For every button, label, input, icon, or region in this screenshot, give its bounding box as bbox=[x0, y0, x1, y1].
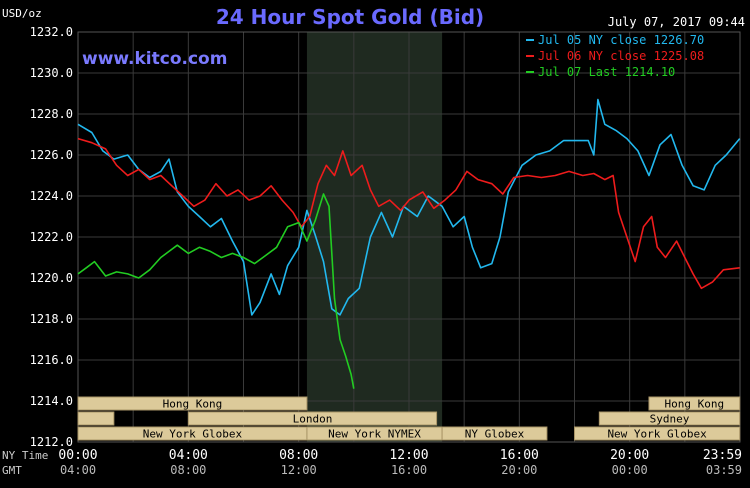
session-bar bbox=[441, 426, 548, 441]
x-tick-label: 20:00 bbox=[610, 448, 649, 463]
x-tick-label: 03:59 bbox=[706, 463, 742, 477]
session-bar bbox=[77, 411, 115, 426]
x-axis-row-label: NY Time bbox=[2, 449, 48, 462]
session-bar-label: NY Globex bbox=[465, 428, 525, 441]
x-tick-label: 16:00 bbox=[391, 463, 427, 477]
legend: Jul 05 NY close 1226.70 Jul 06 NY close 1… bbox=[526, 33, 704, 79]
session-bar-label: New York NYMEX bbox=[328, 428, 421, 441]
unit-label: USD/oz bbox=[2, 7, 42, 20]
session-bar bbox=[648, 396, 741, 411]
session-bar bbox=[187, 411, 438, 426]
session-bar bbox=[574, 426, 741, 441]
series-line bbox=[77, 193, 355, 389]
session-bar-label: New York Globex bbox=[607, 428, 707, 441]
y-axis-tick-labels: 1232.0 1230.0 1228.0 1226.0 1224.0 1222.0 1220… bbox=[30, 25, 73, 449]
x-tick-label: 08:00 bbox=[170, 463, 206, 477]
chart-title: 24 Hour Spot Gold (Bid) bbox=[216, 5, 484, 29]
gridlines bbox=[77, 31, 741, 443]
y-tick-label: 1218.0 bbox=[30, 312, 73, 326]
session-bar-label: London bbox=[293, 413, 333, 426]
y-tick-label: 1220.0 bbox=[30, 271, 73, 285]
session-bar-label: Sydney bbox=[650, 413, 690, 426]
session-bar-label: Hong Kong bbox=[665, 398, 725, 411]
x-tick-label: 12:00 bbox=[281, 463, 317, 477]
legend-entry: Jul 06 NY close 1225.08 bbox=[538, 49, 704, 63]
session-bars: Hong Kong London New York Globex New York N… bbox=[77, 396, 741, 441]
session-bar bbox=[77, 396, 308, 411]
y-tick-label: 1214.0 bbox=[30, 394, 73, 408]
x-tick-label: 20:00 bbox=[501, 463, 537, 477]
series-line bbox=[77, 137, 740, 290]
x-tick-label: 04:00 bbox=[60, 463, 96, 477]
session-bar bbox=[598, 411, 741, 426]
series-line bbox=[77, 98, 741, 316]
x-tick-label: 23:59 bbox=[703, 448, 742, 463]
x-tick-label: 00:00 bbox=[612, 463, 648, 477]
y-tick-label: 1212.0 bbox=[30, 435, 73, 449]
y-tick-label: 1230.0 bbox=[30, 66, 73, 80]
x-tick-label: 16:00 bbox=[500, 448, 539, 463]
y-tick-label: 1216.0 bbox=[30, 353, 73, 367]
session-bar-label: Hong Kong bbox=[163, 398, 223, 411]
x-tick-label: 00:00 bbox=[58, 448, 97, 463]
x-tick-label: 08:00 bbox=[279, 448, 318, 463]
x-axis-row-label: GMT bbox=[2, 464, 22, 477]
y-tick-label: 1224.0 bbox=[30, 189, 73, 203]
timestamp: July 07, 2017 09:44 bbox=[608, 15, 745, 29]
series-lines bbox=[77, 98, 741, 389]
y-tick-label: 1232.0 bbox=[30, 25, 73, 39]
legend-entry: Jul 07 Last 1214.10 bbox=[538, 65, 675, 79]
legend-entry: Jul 05 NY close 1226.70 bbox=[538, 33, 704, 47]
plot-frame bbox=[77, 31, 741, 443]
session-bar-label: New York Globex bbox=[143, 428, 243, 441]
y-tick-label: 1226.0 bbox=[30, 148, 73, 162]
x-tick-label: 12:00 bbox=[389, 448, 428, 463]
y-tick-label: 1222.0 bbox=[30, 230, 73, 244]
x-tick-label: 04:00 bbox=[169, 448, 208, 463]
watermark-text: www.kitco.com bbox=[82, 49, 227, 69]
y-tick-label: 1228.0 bbox=[30, 107, 73, 121]
x-axis-tick-labels: NY Time 00:00 04:00 08:00 12:00 16:00 20:00 23:… bbox=[2, 448, 742, 477]
